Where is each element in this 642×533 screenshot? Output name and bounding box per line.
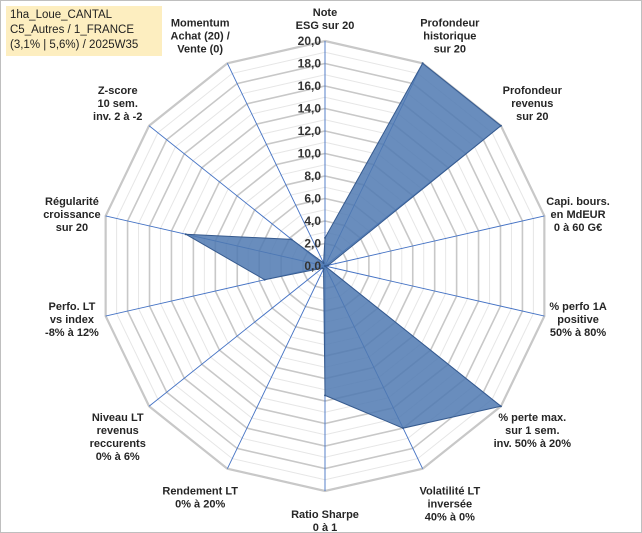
axis-label-line: revenus <box>511 98 553 110</box>
axis-label-line: inversée <box>428 499 473 511</box>
axis-label-line: reccurents <box>90 438 146 450</box>
axis-label: Capi. bours. en MdEUR 0 à 60 G€ <box>546 196 610 234</box>
info-line-1: 1ha_Loue_CANTAL <box>10 9 113 21</box>
axis-label-line: en MdEUR <box>551 209 606 221</box>
tick-label: 20,0 <box>298 34 322 48</box>
info-line-2: C5_Autres / 1_FRANCE <box>10 24 134 36</box>
axis-label-line: Profondeur <box>420 17 480 29</box>
axis-label-line: Niveau LT <box>92 412 144 424</box>
axis-label-line: Ratio Sharpe <box>291 509 359 521</box>
tick-label: 6,0 <box>304 192 321 206</box>
axis-label-line: inv. 50% à 20% <box>494 438 572 450</box>
data-point <box>421 62 424 65</box>
axis-label-line: Régularité <box>45 196 99 208</box>
data-point <box>321 267 324 270</box>
axis-label-line: sur 20 <box>516 111 548 123</box>
axis-label-line: historique <box>423 30 476 42</box>
axis-spoke <box>226 265 326 469</box>
axis-label-line: croissance <box>43 209 100 221</box>
axis-label-line: Z-score <box>98 85 138 97</box>
axis-label-line: vs index <box>50 314 95 326</box>
data-point <box>499 405 502 408</box>
data-point <box>290 238 293 241</box>
info-box: 1ha_Loue_CANTAL C5_Autres / 1_FRANCE (3,… <box>6 6 162 56</box>
axis-label-line: inv. 2 à -2 <box>93 111 142 123</box>
info-line-3: (3,1% | 5,6%) / 2025W35 <box>10 39 139 51</box>
axis-label: Profondeur historique sur 20 <box>420 17 480 55</box>
axis-label-line: % perfo 1A <box>549 301 607 313</box>
axis-label: Régularité croissance sur 20 <box>43 196 100 234</box>
axis-label-line: 0 à 1 <box>313 522 337 533</box>
axis-label: % perfo 1A positive 50% à 80% <box>549 301 607 339</box>
tick-label: 4,0 <box>304 214 321 228</box>
axis-label-line: Volatilité LT <box>419 486 480 498</box>
axis-label-line: revenus <box>97 425 139 437</box>
axis-spoke <box>226 63 326 267</box>
axis-label-line: 50% à 80% <box>550 327 606 339</box>
axis-label: Rendement LT 0% à 20% <box>162 486 238 511</box>
axis-label-line: Rendement LT <box>162 486 238 498</box>
axis-label-line: -8% à 12% <box>45 327 99 339</box>
axis-label-line: Note <box>313 7 337 19</box>
data-point <box>324 394 326 397</box>
axis-label-line: sur 1 sem. <box>505 425 559 437</box>
tick-label: 14,0 <box>298 102 322 116</box>
axis-label-line: Achat (20) / <box>171 30 230 42</box>
axis-label-line: % perte max. <box>498 412 566 424</box>
tick-label: 0,0 <box>304 259 321 273</box>
axis-label: Momentum Achat (20) / Vente (0) <box>171 17 230 55</box>
axis-label: Note ESG sur 20 <box>296 7 355 32</box>
axis-label-line: 0% à 6% <box>96 451 140 463</box>
data-point <box>327 264 330 267</box>
data-point <box>324 265 326 267</box>
data-point <box>184 233 187 236</box>
axis-label-line: 10 sem. <box>98 98 138 110</box>
tick-label: 16,0 <box>298 79 322 93</box>
axis-label: Z-score 10 sem. inv. 2 à -2 <box>93 85 142 123</box>
data-point <box>263 278 266 281</box>
axis-label: Niveau LT revenus reccurents 0% à 6% <box>90 412 146 463</box>
tick-label: 10,0 <box>298 147 322 161</box>
axis-label-line: Capi. bours. <box>546 196 610 208</box>
data-point <box>402 427 405 430</box>
tick-label: 18,0 <box>298 57 322 71</box>
data-point <box>499 124 502 127</box>
axis-label-line: sur 20 <box>434 43 466 55</box>
axis-spoke <box>324 215 545 267</box>
tick-label: 2,0 <box>304 237 321 251</box>
axis-label-line: 0% à 20% <box>175 499 225 511</box>
axis-label-line: ESG sur 20 <box>296 20 355 32</box>
data-point <box>322 261 325 264</box>
axis-spoke <box>324 265 545 317</box>
data-point <box>324 236 326 239</box>
axis-label: Profondeur revenus sur 20 <box>503 85 563 123</box>
axis-label: % perte max. sur 1 sem. inv. 50% à 20% <box>494 412 572 450</box>
axis-label: Perfo. LT vs index -8% à 12% <box>45 301 99 339</box>
axis-label: Ratio Sharpe 0 à 1 <box>291 509 359 533</box>
axis-label-line: sur 20 <box>56 222 88 234</box>
axis-label-line: 40% à 0% <box>425 512 475 524</box>
axis-spoke <box>148 265 326 407</box>
axis-label-line: 0 à 60 G€ <box>554 222 602 234</box>
axis-label-line: Perfo. LT <box>49 301 96 313</box>
tick-label: 8,0 <box>304 169 321 183</box>
tick-label: 12,0 <box>298 124 322 138</box>
axis-label-line: Momentum <box>171 17 230 29</box>
axis-label-line: Vente (0) <box>177 43 223 55</box>
axis-label-line: positive <box>557 314 599 326</box>
axis-label-line: Profondeur <box>503 85 563 97</box>
axis-label: Volatilité LT inversée 40% à 0% <box>419 486 480 524</box>
data-series-area <box>185 62 503 429</box>
